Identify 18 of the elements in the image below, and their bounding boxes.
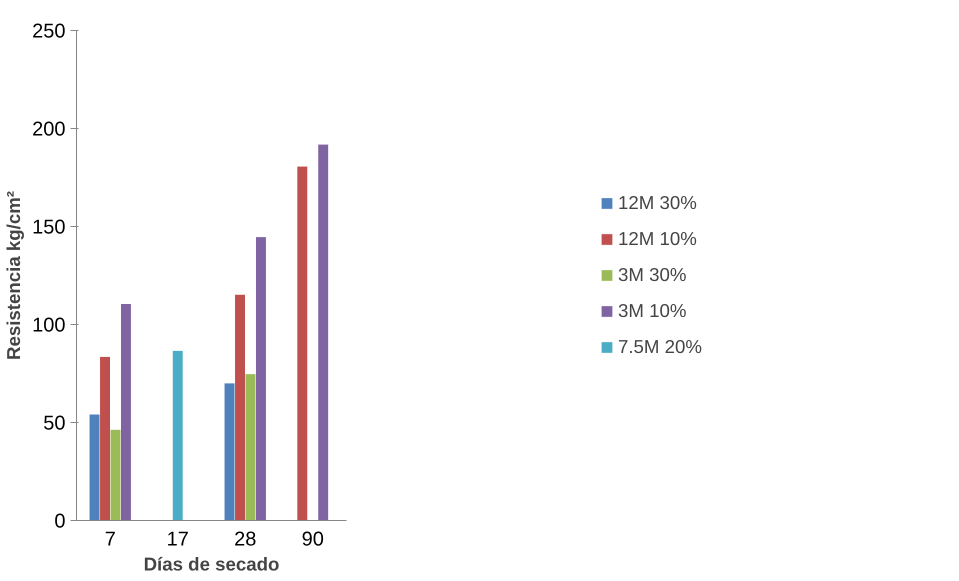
legend-label: 3M 10%	[618, 300, 686, 322]
y-tick-label: 50	[43, 412, 66, 434]
bar	[172, 350, 184, 520]
y-tick-label: 100	[32, 314, 66, 336]
x-tick-label: 90	[302, 528, 324, 550]
y-tick-label: 0	[54, 510, 66, 532]
y-tick-label: 200	[32, 118, 66, 140]
x-tick-label: 17	[166, 528, 189, 550]
x-axis-title: Días de secado	[144, 554, 280, 574]
legend-label: 7.5M 20%	[618, 336, 702, 358]
x-tick-label: 7	[104, 528, 116, 550]
legend-label: 3M 30%	[618, 264, 686, 286]
x-tick-label: 28	[234, 528, 256, 550]
legend-label: 12M 10%	[618, 228, 697, 250]
y-axis-title: Resistencia kg/cm²	[3, 190, 24, 360]
y-tick-label: 150	[32, 216, 66, 238]
legend-label: 12M 30%	[618, 192, 697, 214]
y-tick-label: 250	[32, 20, 66, 42]
